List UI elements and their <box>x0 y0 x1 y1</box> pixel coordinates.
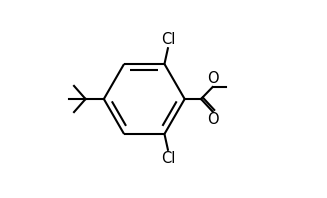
Text: O: O <box>207 112 218 127</box>
Text: Cl: Cl <box>161 32 175 48</box>
Text: O: O <box>207 71 218 87</box>
Text: Cl: Cl <box>161 150 175 166</box>
